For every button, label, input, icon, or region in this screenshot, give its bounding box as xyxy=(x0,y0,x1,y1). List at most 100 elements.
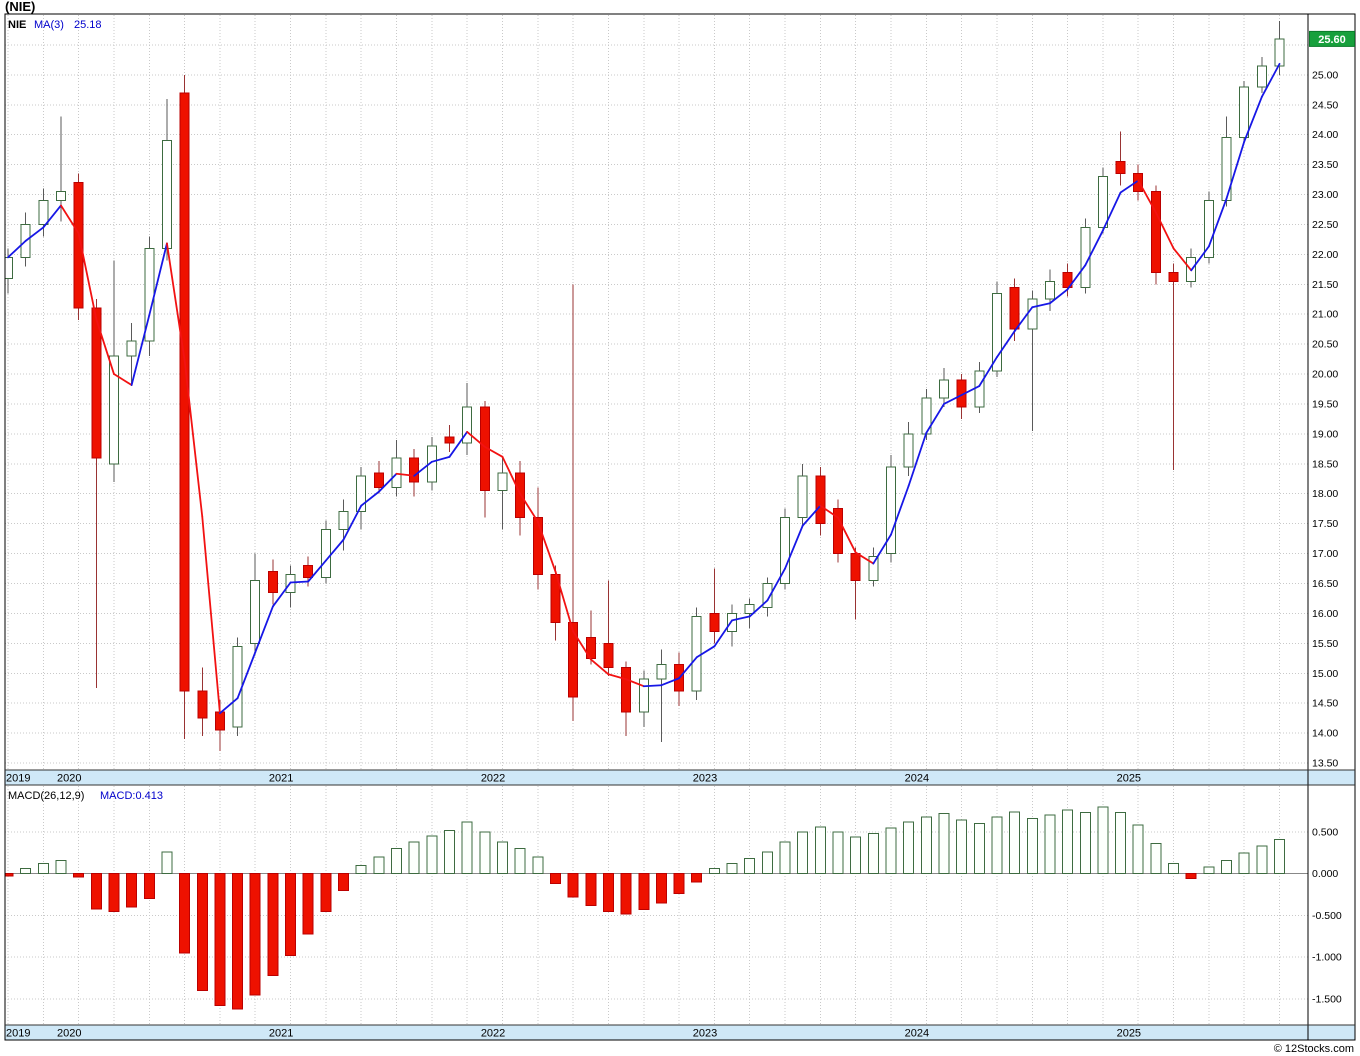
candle-up xyxy=(1274,38,1285,67)
candle-down xyxy=(568,621,579,698)
candle-up xyxy=(1239,86,1250,139)
ma3-segment xyxy=(483,445,504,458)
macd-bar xyxy=(20,868,32,875)
macd-bar xyxy=(1256,845,1268,875)
year-axis-strips: 2019 2019 2020 2020 2021 2021 2022 2022 2023 2023… xyxy=(5,770,1355,1040)
candle-up xyxy=(38,200,49,225)
macd-bar xyxy=(1115,812,1127,875)
ma3-segment xyxy=(625,678,645,688)
ma3-segment xyxy=(430,455,451,463)
macd-bar xyxy=(108,873,120,912)
price-axis-label: 17.50 xyxy=(1312,518,1338,530)
ma3-segment xyxy=(1137,179,1157,214)
candle-up xyxy=(1027,298,1038,330)
candle-down xyxy=(1168,271,1179,282)
candle-up xyxy=(108,355,119,465)
axis-labels: 25.00 24.50 24.00 23.50 23.00 22.50 22.00 21.50… xyxy=(1312,69,1342,1005)
candle-up xyxy=(656,663,667,680)
ma3-segment xyxy=(1066,264,1087,291)
year-label: 2025 xyxy=(1117,773,1141,785)
candle-down xyxy=(833,508,844,555)
year-label: 2019 xyxy=(6,1028,30,1040)
candle-down xyxy=(91,307,102,459)
year-label: 2025 xyxy=(1117,1028,1141,1040)
year-label: 2020 xyxy=(57,1028,81,1040)
year-strip-bottom xyxy=(5,1025,1355,1040)
candle-down xyxy=(214,711,225,731)
year-label: 2022 xyxy=(481,773,505,785)
macd-bar xyxy=(708,868,720,875)
price-axis-label: 22.50 xyxy=(1312,219,1338,231)
candle-up xyxy=(391,457,402,489)
macd-bar xyxy=(126,873,138,908)
ma3-segment xyxy=(166,242,186,361)
macd-bar xyxy=(920,816,932,875)
macd-bar xyxy=(850,836,862,875)
macd-bar xyxy=(938,813,950,875)
price-axis-label: 23.50 xyxy=(1312,159,1338,171)
ma3-segment xyxy=(731,615,751,622)
macd-bar xyxy=(744,858,756,875)
price-axis-label: 13.50 xyxy=(1312,758,1338,770)
price-axis-label: 17.00 xyxy=(1312,548,1338,560)
ma3-segment xyxy=(289,580,310,584)
macd-bar xyxy=(496,841,508,875)
ma3-segment xyxy=(837,516,857,554)
macd-bar xyxy=(673,873,685,895)
candle-up xyxy=(161,140,172,249)
macd-bar xyxy=(1185,873,1197,880)
ma3-segment xyxy=(1049,288,1069,305)
ma3-segment xyxy=(996,330,1016,358)
last-price-box-bg xyxy=(1309,30,1355,47)
ma3-segment xyxy=(271,581,292,608)
macd-bar xyxy=(320,873,332,912)
ma3-segment xyxy=(501,455,522,495)
candlestick-series xyxy=(5,20,1285,752)
macd-bar xyxy=(249,873,261,996)
ma3-segment xyxy=(819,504,839,519)
candle-up xyxy=(727,612,738,632)
price-axis-label: 23.00 xyxy=(1312,189,1338,201)
ma3-segment xyxy=(1207,197,1228,248)
candle-up xyxy=(338,511,349,531)
ma3-segment xyxy=(254,605,274,654)
macd-bar xyxy=(797,831,809,875)
macd-bar xyxy=(1097,806,1109,875)
macd-bar xyxy=(1168,863,1180,875)
price-axis-label: 22.00 xyxy=(1312,249,1338,261)
ma3-segment xyxy=(7,240,27,259)
macd-bar xyxy=(90,873,102,910)
ma3-segment xyxy=(890,484,910,536)
ma3-segment xyxy=(854,551,875,565)
candle-up xyxy=(638,678,649,713)
ma3-segment xyxy=(554,570,575,633)
ma3-segment xyxy=(925,403,945,434)
candle-down xyxy=(1150,191,1161,273)
price-axis-label: 24.50 xyxy=(1312,99,1338,111)
macd-bar xyxy=(1062,809,1074,875)
macd-bar xyxy=(302,873,314,935)
candle-down xyxy=(409,457,420,483)
ma3-segment xyxy=(713,619,733,648)
price-axis-label: 18.50 xyxy=(1312,458,1338,470)
candle-up xyxy=(462,406,473,444)
price-axis-label: 21.00 xyxy=(1312,309,1338,321)
macd-bar xyxy=(143,873,155,900)
ma3-segment xyxy=(607,673,627,681)
candle-up xyxy=(55,191,66,202)
candle-up xyxy=(320,529,331,579)
ma3-segment xyxy=(907,431,928,487)
ma3-segment xyxy=(978,356,998,387)
ma3-segment xyxy=(766,567,786,602)
ma3-segment xyxy=(130,314,151,386)
macd-bar xyxy=(991,816,1003,875)
macd-bar xyxy=(373,856,385,875)
macd-bar xyxy=(585,873,597,906)
macd-bar xyxy=(726,863,738,875)
macd-axis-label: -1.000 xyxy=(1312,952,1342,964)
candle-up xyxy=(797,475,808,519)
ma3-segment xyxy=(148,242,168,317)
year-label: 2021 xyxy=(269,773,293,785)
macd-bar xyxy=(1203,866,1215,875)
